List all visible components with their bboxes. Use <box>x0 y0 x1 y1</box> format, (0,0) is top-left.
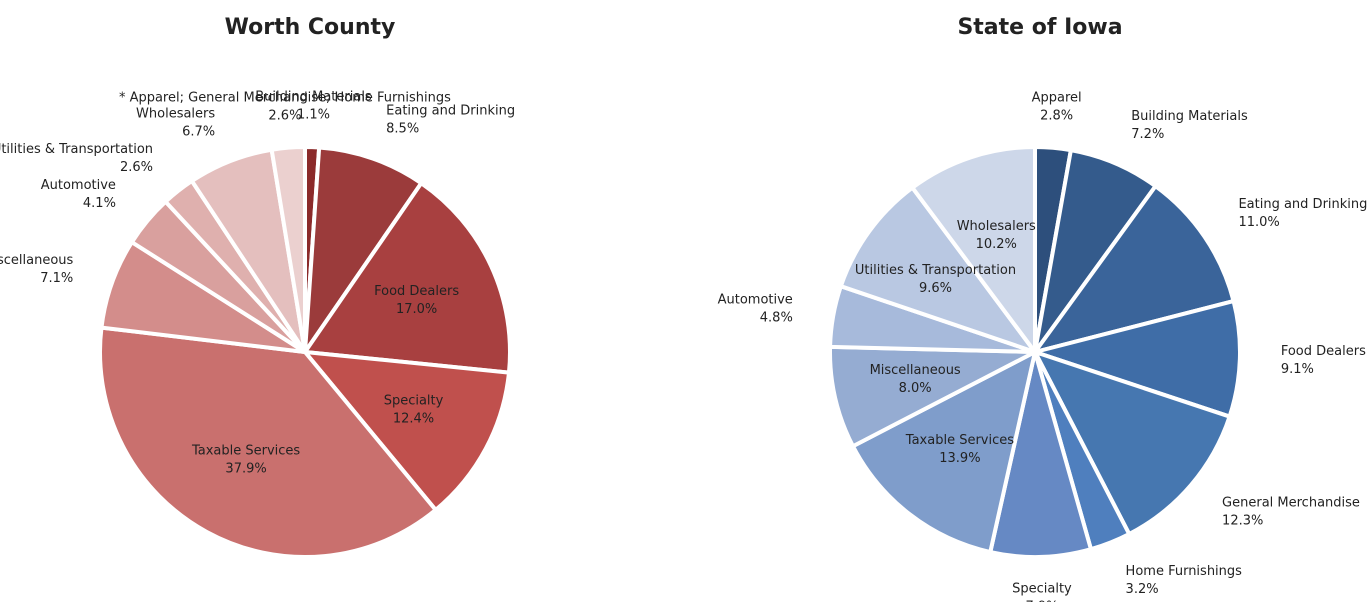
slice-label: Automotive <box>718 292 793 307</box>
slice-label: Specialty <box>1012 581 1072 596</box>
slice-value-label: 2.8% <box>1040 108 1073 123</box>
slice-label: Building Materials <box>255 90 372 105</box>
slice-value-label: 11.0% <box>1238 215 1279 230</box>
slice-value-label: 3.2% <box>1126 582 1159 597</box>
slice-label: General Merchandise <box>1222 495 1360 510</box>
slice-value-label: 7.1% <box>40 271 73 286</box>
slice-value-label: 7.2% <box>1131 127 1164 142</box>
pie-slice <box>1030 348 1233 537</box>
slice-value-label: 9.6% <box>919 281 952 296</box>
slice-label: Food Dealers <box>374 284 459 299</box>
slice-value-label: 8.5% <box>386 121 419 136</box>
slice-label: Home Furnishings <box>1126 564 1243 579</box>
pie-slice <box>838 184 1041 356</box>
slice-value-label: 7.9% <box>1025 599 1058 602</box>
slice-value-label: 6.7% <box>182 124 215 139</box>
pie-slice <box>909 144 1037 359</box>
slice-value-label: 2.6% <box>268 108 301 123</box>
slice-value-label: 17.0% <box>396 302 437 317</box>
slice-label: * Apparel; General Merchandise; Home Fur… <box>119 90 451 105</box>
pie-slice <box>98 325 439 559</box>
slice-label: Taxable Services <box>191 443 300 458</box>
pie-slice <box>850 348 1038 555</box>
pie-slice <box>302 145 425 360</box>
slice-label: Utilities & Transportation <box>0 142 153 157</box>
slice-label: Eating and Drinking <box>1238 197 1367 212</box>
pie-slice <box>300 349 512 513</box>
slice-value-label: 2.6% <box>120 160 153 175</box>
slice-value-label: 13.9% <box>939 451 980 466</box>
slice-value-label: 12.3% <box>1222 513 1263 528</box>
slice-label: Miscellaneous <box>870 363 961 378</box>
pie-slice <box>301 180 512 375</box>
slice-value-label: 8.0% <box>899 381 932 396</box>
slice-label: Wholesalers <box>136 106 215 121</box>
pie-slice <box>269 144 307 353</box>
slice-label: Miscellaneous <box>0 253 74 268</box>
slice-label: Taxable Services <box>905 433 1014 448</box>
slice-label: Automotive <box>41 178 116 193</box>
slice-label: Specialty <box>384 393 444 408</box>
slice-value-label: 12.4% <box>393 411 434 426</box>
slice-value-label: 4.8% <box>760 310 793 325</box>
slice-label: Food Dealers <box>1281 344 1366 359</box>
slice-value-label: 10.2% <box>976 237 1017 252</box>
slice-value-label: 4.1% <box>83 196 116 211</box>
slice-value-label: 9.1% <box>1281 362 1314 377</box>
pie-slice <box>1030 183 1236 356</box>
slice-value-label: 37.9% <box>225 461 266 476</box>
slice-label: Wholesalers <box>957 219 1036 234</box>
slice-value-label: 1.1% <box>297 108 330 123</box>
slice-label: Utilities & Transportation <box>855 263 1016 278</box>
slice-label: Building Materials <box>1131 109 1248 124</box>
pie-slice <box>1027 298 1242 420</box>
chart-title: Worth County <box>225 15 396 40</box>
slice-label: Eating and Drinking <box>386 103 515 118</box>
slice-label: Apparel <box>1032 90 1082 105</box>
chart-title: State of Iowa <box>957 15 1122 40</box>
